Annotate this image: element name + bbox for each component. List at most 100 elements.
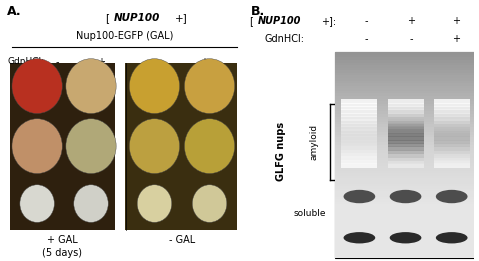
Bar bbox=[388, 140, 423, 144]
Bar bbox=[433, 160, 470, 164]
Ellipse shape bbox=[436, 190, 468, 203]
Bar bbox=[433, 119, 470, 124]
Bar bbox=[335, 137, 474, 140]
Bar bbox=[335, 153, 474, 155]
Bar bbox=[335, 145, 474, 147]
Bar bbox=[388, 119, 423, 124]
Bar bbox=[335, 181, 474, 184]
Circle shape bbox=[66, 119, 116, 174]
Bar bbox=[335, 106, 474, 109]
Bar bbox=[335, 101, 474, 104]
Bar bbox=[335, 168, 474, 171]
Text: -: - bbox=[410, 34, 413, 44]
Bar bbox=[433, 109, 470, 114]
Circle shape bbox=[66, 59, 116, 114]
Ellipse shape bbox=[343, 232, 375, 244]
FancyBboxPatch shape bbox=[125, 63, 237, 230]
Bar bbox=[335, 184, 474, 186]
Bar bbox=[342, 156, 377, 161]
Bar bbox=[342, 126, 377, 131]
Bar bbox=[335, 207, 474, 209]
Bar bbox=[335, 165, 474, 168]
Text: A.: A. bbox=[7, 5, 22, 18]
FancyBboxPatch shape bbox=[335, 52, 474, 258]
Bar bbox=[342, 116, 377, 121]
Bar bbox=[335, 60, 474, 63]
Bar bbox=[335, 147, 474, 150]
Bar bbox=[335, 161, 474, 163]
Bar bbox=[335, 140, 474, 143]
Text: soluble: soluble bbox=[293, 209, 326, 217]
Bar bbox=[335, 233, 474, 235]
Bar bbox=[335, 91, 474, 93]
Bar bbox=[342, 136, 377, 141]
Bar bbox=[388, 156, 423, 161]
Bar bbox=[335, 222, 474, 225]
Text: B.: B. bbox=[251, 5, 265, 18]
Bar bbox=[433, 103, 470, 107]
Circle shape bbox=[129, 59, 180, 114]
Bar bbox=[342, 150, 377, 154]
Bar bbox=[433, 150, 470, 154]
Bar bbox=[342, 109, 377, 114]
FancyBboxPatch shape bbox=[10, 63, 115, 230]
Ellipse shape bbox=[390, 190, 422, 203]
Bar bbox=[388, 109, 423, 114]
Bar bbox=[388, 143, 423, 147]
Text: GdnHCl:: GdnHCl: bbox=[265, 34, 305, 44]
Text: +: + bbox=[452, 16, 460, 26]
Bar bbox=[335, 55, 474, 57]
Bar bbox=[335, 189, 474, 191]
Bar bbox=[388, 106, 423, 110]
Bar bbox=[433, 140, 470, 144]
Bar bbox=[433, 146, 470, 151]
Bar bbox=[335, 65, 474, 68]
Bar bbox=[342, 143, 377, 147]
Bar bbox=[433, 99, 470, 104]
Bar bbox=[342, 163, 377, 168]
Bar bbox=[335, 176, 474, 179]
Bar bbox=[388, 163, 423, 168]
Bar bbox=[433, 143, 470, 147]
Bar bbox=[335, 75, 474, 78]
Text: amyloid: amyloid bbox=[310, 124, 319, 160]
Bar bbox=[335, 243, 474, 246]
Circle shape bbox=[12, 119, 62, 174]
Bar bbox=[335, 186, 474, 189]
Bar bbox=[342, 146, 377, 151]
Bar bbox=[335, 194, 474, 197]
Bar bbox=[335, 204, 474, 207]
Circle shape bbox=[12, 59, 62, 114]
Bar bbox=[433, 113, 470, 117]
Text: +: + bbox=[200, 57, 207, 67]
Bar bbox=[335, 225, 474, 227]
Bar bbox=[335, 238, 474, 240]
Text: NUP100: NUP100 bbox=[114, 13, 160, 23]
Circle shape bbox=[137, 185, 171, 222]
Bar bbox=[342, 99, 377, 104]
Bar bbox=[335, 251, 474, 253]
Bar bbox=[342, 160, 377, 164]
Bar bbox=[335, 62, 474, 65]
Bar bbox=[433, 123, 470, 127]
Bar bbox=[335, 253, 474, 256]
Text: -: - bbox=[56, 57, 59, 67]
Bar bbox=[335, 155, 474, 158]
Text: - GAL: - GAL bbox=[169, 235, 195, 245]
Bar bbox=[433, 153, 470, 158]
Bar bbox=[342, 106, 377, 110]
Bar bbox=[335, 158, 474, 161]
Bar bbox=[388, 99, 423, 104]
Bar bbox=[342, 113, 377, 117]
Bar bbox=[335, 78, 474, 81]
Circle shape bbox=[192, 185, 227, 222]
Bar bbox=[388, 133, 423, 137]
Bar bbox=[335, 240, 474, 243]
Bar bbox=[342, 119, 377, 124]
Bar bbox=[335, 191, 474, 194]
Bar bbox=[335, 246, 474, 248]
Bar bbox=[335, 217, 474, 220]
Bar bbox=[433, 106, 470, 110]
Bar bbox=[335, 57, 474, 60]
Bar bbox=[342, 103, 377, 107]
